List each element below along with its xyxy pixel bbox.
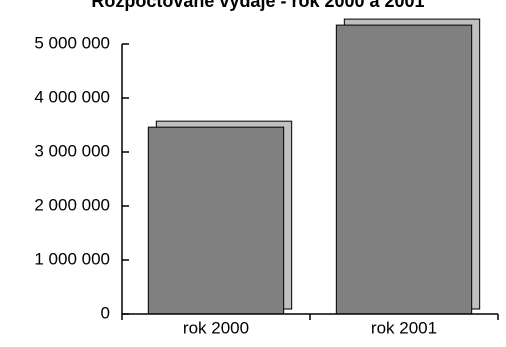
bar: [147, 126, 285, 315]
y-tick-label: 1 000 000: [34, 249, 110, 268]
y-tick-label: 3 000 000: [34, 141, 110, 160]
y-tick-label: 5 000 000: [34, 33, 110, 52]
chart-title: Rozpočtované výdaje - rok 2000 a 2001: [91, 0, 424, 11]
bar: [335, 24, 473, 315]
x-tick-label: rok 2000: [183, 318, 249, 337]
y-tick-label: 4 000 000: [34, 87, 110, 106]
x-tick-label: rok 2001: [371, 318, 437, 337]
y-tick-label: 0: [101, 303, 110, 322]
y-tick-label: 2 000 000: [34, 195, 110, 214]
